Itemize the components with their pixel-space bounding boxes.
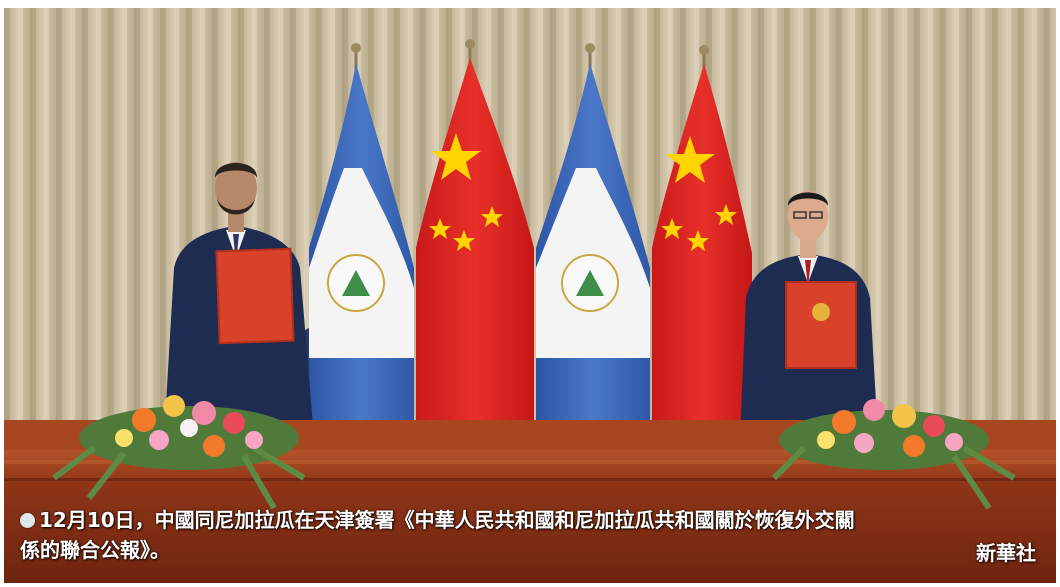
caption-line-1: 12月10日，中國同尼加拉瓜在天津簽署《中華人民共和國和尼加拉瓜共和國關於恢復外… [20,505,1032,535]
photo-caption: 12月10日，中國同尼加拉瓜在天津簽署《中華人民共和國和尼加拉瓜共和國關於恢復外… [20,505,1032,575]
caption-text-2: 係的聯合公報》。 [20,538,170,562]
china-flag-right [652,45,752,433]
signing-folder-left [215,247,295,345]
photo-credit: 新華社 [976,541,1036,565]
flower-arrangement-right [771,399,1016,510]
caption-line-2: 係的聯合公報》。 [20,535,1032,565]
photo-illustration [4,8,1056,583]
national-emblem [812,303,830,321]
caption-bullet-icon [20,513,35,528]
caption-text-1: 12月10日，中國同尼加拉瓜在天津簽署《中華人民共和國和尼加拉瓜共和國關於恢復外… [39,508,855,532]
signing-ceremony-photo: 12月10日，中國同尼加拉瓜在天津簽署《中華人民共和國和尼加拉瓜共和國關於恢復外… [4,8,1056,583]
signing-folder-right [785,281,857,369]
nicaragua-flag-left [309,43,414,428]
signing-table-front [4,450,1056,583]
nicaragua-flag-right [536,43,650,428]
flower-arrangement-left [52,395,306,510]
china-flag-left [416,39,534,433]
